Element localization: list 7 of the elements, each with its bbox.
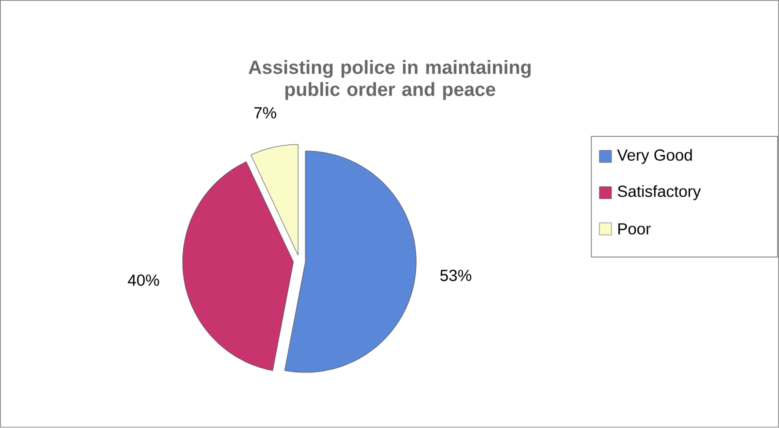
legend-label: Very Good [617, 149, 692, 164]
data-label: 53% [440, 270, 472, 282]
data-label: 40% [128, 274, 160, 286]
chart-title: Assisting police in maintaining public order and peace [248, 60, 531, 100]
legend-label: Satisfactory [618, 185, 701, 200]
data-label: 7% [254, 107, 276, 119]
legend-label: Poor [618, 223, 651, 235]
